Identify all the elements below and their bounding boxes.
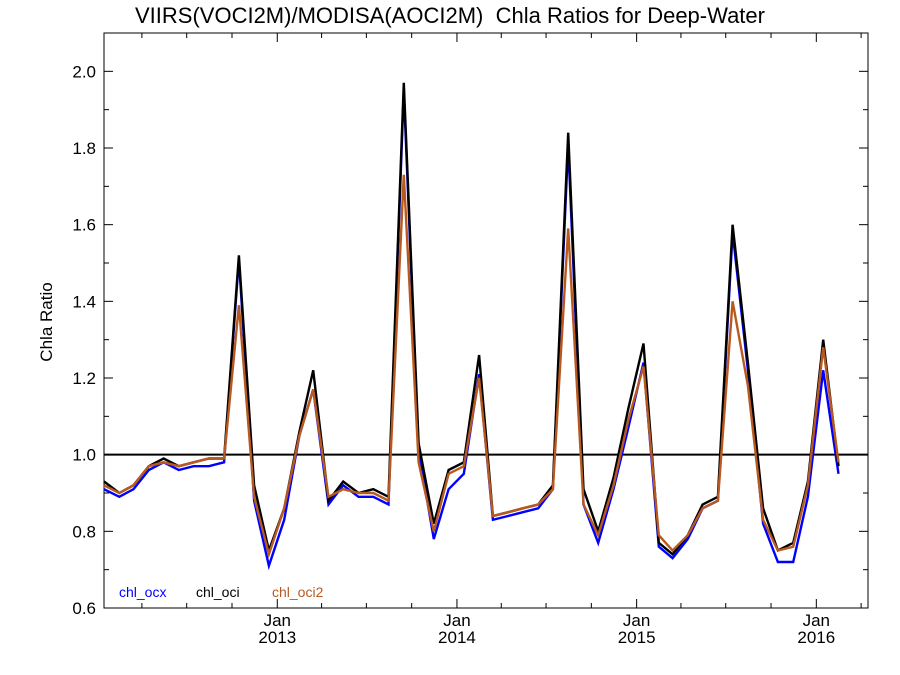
series-layer — [103, 82, 840, 571]
y-axis-label: Chla Ratio — [37, 282, 56, 361]
x-tick-label-year: 2015 — [618, 628, 656, 647]
x-tick-label-year: 2014 — [438, 628, 476, 647]
legend-item-chl-oci2: chl_oci2 — [272, 584, 324, 600]
legend-item-chl-ocx: chl_ocx — [119, 584, 166, 600]
chart-title: VIIRS(VOCI2M)/MODISA(AOCI2M) Chla Ratios… — [135, 3, 765, 28]
series-line-chl-ocx — [103, 90, 840, 571]
y-tick-label: 2.0 — [72, 62, 96, 81]
x-tick-label-year: 2013 — [258, 628, 296, 647]
y-tick-label: 0.8 — [72, 522, 96, 541]
x-tick-label-month: Jan — [803, 611, 830, 630]
series-line-chl-oci2 — [103, 174, 840, 559]
axes: 0.60.81.01.21.41.61.82.0Jan2013Jan2014Ja… — [72, 32, 869, 647]
y-tick-label: 1.4 — [72, 292, 96, 311]
y-tick-label: 1.0 — [72, 446, 96, 465]
y-tick-label: 1.2 — [72, 369, 96, 388]
legend-item-chl-oci: chl_oci — [196, 584, 240, 600]
plot-frame — [103, 32, 869, 609]
y-tick-label: 1.8 — [72, 139, 96, 158]
series-line-chl-oci — [103, 82, 840, 557]
x-tick-label-month: Jan — [264, 611, 291, 630]
legend: chl_ocx chl_oci chl_oci2 — [119, 584, 324, 600]
x-tick-label-year: 2016 — [797, 628, 835, 647]
y-tick-label: 1.6 — [72, 216, 96, 235]
x-tick-label-month: Jan — [623, 611, 650, 630]
x-tick-label-month: Jan — [443, 611, 470, 630]
y-tick-label: 0.6 — [72, 599, 96, 618]
